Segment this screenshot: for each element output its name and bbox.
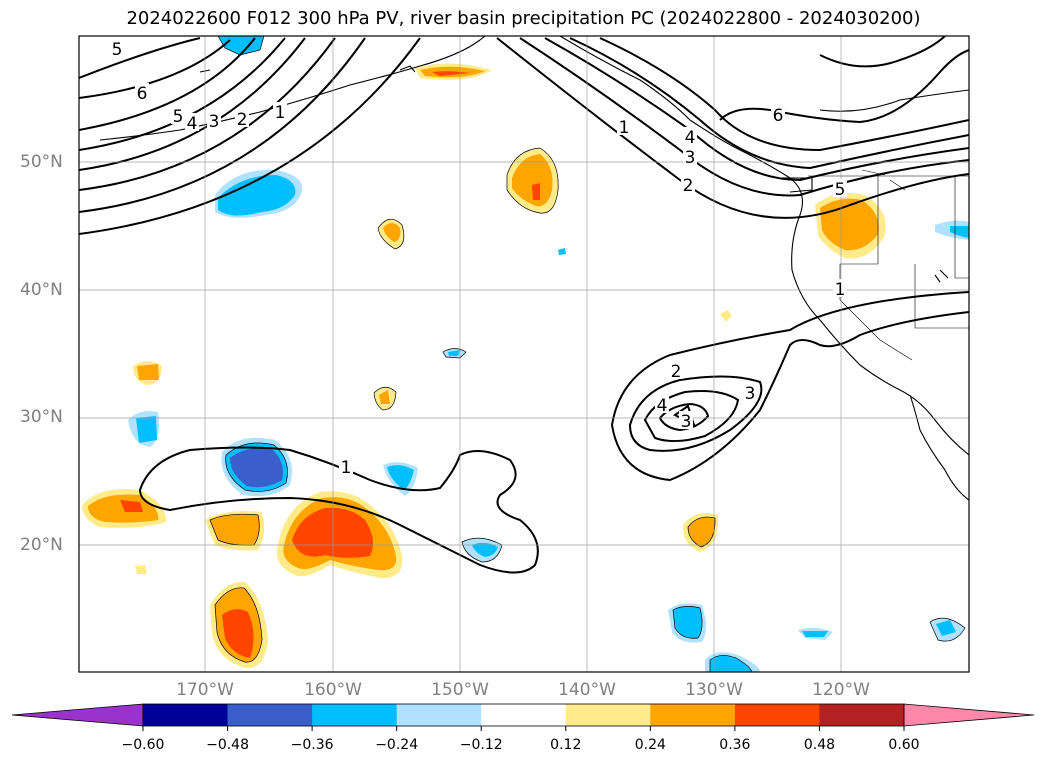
- colorbar-segment: [481, 704, 567, 726]
- lon-label-120w: 120°W: [812, 680, 870, 700]
- contour-label-bg: [617, 117, 631, 135]
- contour-label-bg: [681, 175, 695, 193]
- contour-label-bg: [743, 383, 757, 401]
- contour-label: 1: [275, 103, 286, 123]
- colorbar-tick-label: 0.24: [634, 737, 666, 753]
- contour-label-bg: [833, 179, 847, 197]
- colorbar-extend-high: [903, 703, 1035, 727]
- contour-label-bg: [273, 102, 287, 120]
- lon-label-130w: 130°W: [685, 680, 743, 700]
- contour-label-bg: [683, 147, 697, 165]
- lat-label-40: 40°N: [20, 280, 63, 300]
- precip-shading: [82, 36, 969, 672]
- contour-label: 5: [835, 180, 846, 200]
- colorbar-tick-label: −0.60: [121, 737, 165, 753]
- contour-label-bg: [669, 361, 683, 379]
- contour-label-bg: [771, 105, 785, 123]
- contour-label: 5: [112, 40, 123, 60]
- lat-label-20: 20°N: [20, 535, 63, 555]
- contour-label: 4: [657, 396, 668, 416]
- contour-label-bg: [171, 106, 185, 124]
- colorbar-tick-label: −0.36: [290, 737, 334, 753]
- contour-label: 1: [341, 458, 352, 478]
- contour-label: 4: [685, 128, 696, 148]
- contour-label-bg: [135, 83, 149, 101]
- colorbar-tick-label: −0.24: [375, 737, 419, 753]
- colorbar-tick-label: 0.12: [550, 737, 582, 753]
- contour-label-bg: [683, 127, 697, 145]
- colorbar-tick-label: −0.12: [459, 737, 503, 753]
- colorbar-outline: [142, 703, 905, 727]
- contour-label-bg: [679, 411, 693, 429]
- colorbar-segment: [650, 704, 736, 726]
- colorbar-segment: [312, 704, 398, 726]
- colorbar: [11, 703, 1035, 731]
- colorbar-segment: [565, 704, 651, 726]
- lon-label-160w: 160°W: [304, 680, 362, 700]
- colorbar-extend-low: [11, 703, 144, 727]
- gridlines: [79, 36, 969, 672]
- contour-label: 2: [237, 110, 248, 130]
- lon-label-150w: 150°W: [431, 680, 489, 700]
- contour-label-bg: [185, 113, 199, 131]
- contour-label: 2: [671, 362, 682, 382]
- lon-label-140w: 140°W: [558, 680, 616, 700]
- colorbar-segment: [396, 704, 482, 726]
- contour-label: 6: [137, 84, 148, 104]
- contour-label: 3: [209, 112, 220, 132]
- contour-label-bg: [207, 111, 221, 129]
- lat-label-50: 50°N: [20, 152, 63, 172]
- contour-label: 5: [173, 107, 184, 127]
- contour-label: 3: [685, 148, 696, 168]
- lon-label-170w: 170°W: [176, 680, 234, 700]
- colorbar-segment: [143, 704, 229, 726]
- contour-label: 3: [745, 384, 756, 404]
- contour-label-bg: [339, 457, 353, 475]
- lat-label-30: 30°N: [20, 407, 63, 427]
- contour-label: 6: [773, 106, 784, 126]
- colorbar-tick-label: 0.48: [803, 737, 836, 753]
- contour-label-bg: [655, 395, 669, 413]
- contour-label: 1: [835, 280, 846, 300]
- colorbar-tick-label: −0.48: [206, 737, 249, 753]
- colorbar-tick-label: 0.60: [888, 737, 920, 753]
- colorbar-segment: [819, 704, 905, 726]
- contour-label-bg: [235, 109, 249, 127]
- contour-label: 1: [619, 118, 630, 138]
- contour-label: 3: [681, 412, 692, 432]
- contour-label: 4: [187, 114, 198, 134]
- colorbar-segment: [734, 704, 820, 726]
- colorbar-tick-label: 0.36: [719, 737, 751, 753]
- contour-label: 2: [683, 176, 694, 196]
- colorbar-segment: [227, 704, 313, 726]
- map-title: 2024022600 F012 300 hPa PV, river basin …: [126, 8, 921, 29]
- contour-label-bg: [833, 279, 847, 297]
- contour-label-bg: [110, 39, 124, 57]
- pv-contours: [79, 36, 969, 574]
